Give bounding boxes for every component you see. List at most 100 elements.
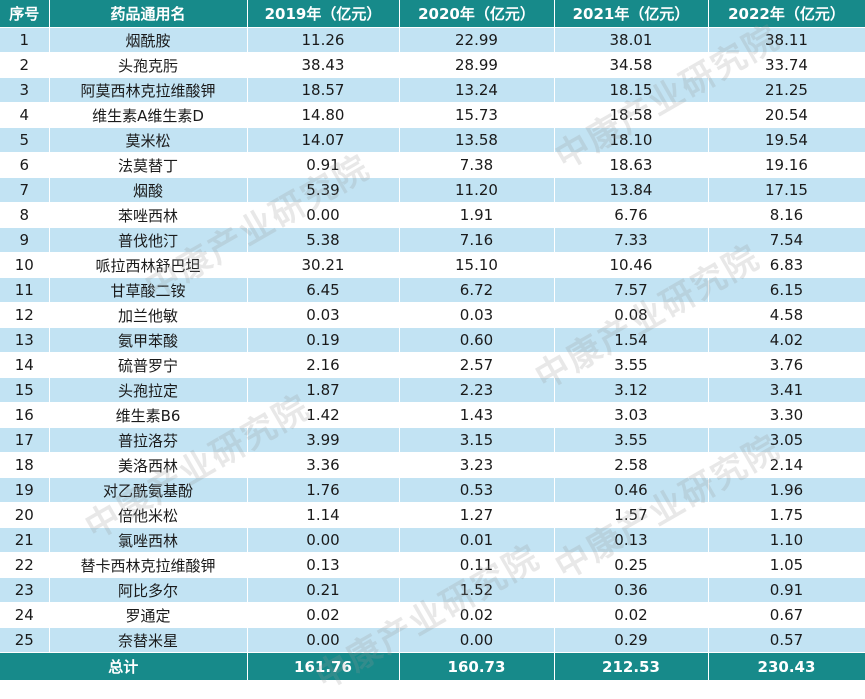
cell-2020: 1.43 — [399, 402, 555, 428]
cell-2022: 6.15 — [708, 277, 865, 303]
header-2021[interactable]: 2021年（亿元） — [554, 0, 709, 28]
cell-2021: 13.84 — [554, 177, 709, 203]
cell-index: 10 — [0, 252, 50, 278]
table-row[interactable]: 4 维生素A维生素D 14.80 15.73 18.58 20.54 — [0, 102, 865, 128]
cell-index: 3 — [0, 77, 50, 103]
header-2020[interactable]: 2020年（亿元） — [399, 0, 555, 28]
cell-2020: 28.99 — [399, 52, 555, 78]
cell-2020: 1.91 — [399, 202, 555, 228]
cell-2019: 1.87 — [247, 377, 400, 403]
cell-2019: 0.00 — [247, 202, 400, 228]
cell-2021: 3.12 — [554, 377, 709, 403]
table-body: 1 烟酰胺 11.26 22.99 38.01 38.11 2 头孢克肟 38.43 28.99 3… — [0, 27, 865, 653]
cell-2021: 7.33 — [554, 227, 709, 253]
total-2019: 161.76 — [247, 652, 400, 681]
cell-drug-name: 普伐他汀 — [49, 227, 248, 253]
cell-2022: 8.16 — [708, 202, 865, 228]
table-row[interactable]: 16 维生素B6 1.42 1.43 3.03 3.30 — [0, 402, 865, 428]
cell-index: 22 — [0, 552, 50, 578]
cell-2019: 38.43 — [247, 52, 400, 78]
table-row[interactable]: 20 倍他米松 1.14 1.27 1.57 1.75 — [0, 502, 865, 528]
cell-2020: 1.27 — [399, 502, 555, 528]
cell-2019: 11.26 — [247, 27, 400, 53]
cell-drug-name: 倍他米松 — [49, 502, 248, 528]
cell-2021: 34.58 — [554, 52, 709, 78]
cell-2019: 14.80 — [247, 102, 400, 128]
cell-2021: 18.58 — [554, 102, 709, 128]
cell-2021: 1.57 — [554, 502, 709, 528]
table-row[interactable]: 19 对乙酰氨基酚 1.76 0.53 0.46 1.96 — [0, 477, 865, 503]
cell-2020: 7.38 — [399, 152, 555, 178]
table-row[interactable]: 8 苯唑西林 0.00 1.91 6.76 8.16 — [0, 202, 865, 228]
cell-index: 13 — [0, 327, 50, 353]
cell-drug-name: 氨甲苯酸 — [49, 327, 248, 353]
cell-2020: 3.15 — [399, 427, 555, 453]
cell-2020: 1.52 — [399, 577, 555, 603]
cell-index: 12 — [0, 302, 50, 328]
cell-2020: 0.53 — [399, 477, 555, 503]
table-row[interactable]: 17 普拉洛芬 3.99 3.15 3.55 3.05 — [0, 427, 865, 453]
table-row[interactable]: 9 普伐他汀 5.38 7.16 7.33 7.54 — [0, 227, 865, 253]
drug-sales-table: 序号 药品通用名 2019年（亿元） 2020年（亿元） 2021年（亿元） 2… — [0, 0, 865, 681]
cell-2019: 0.91 — [247, 152, 400, 178]
header-2019[interactable]: 2019年（亿元） — [247, 0, 400, 28]
cell-2020: 2.23 — [399, 377, 555, 403]
cell-2019: 0.03 — [247, 302, 400, 328]
table-row[interactable]: 7 烟酸 5.39 11.20 13.84 17.15 — [0, 177, 865, 203]
cell-index: 19 — [0, 477, 50, 503]
table-row[interactable]: 2 头孢克肟 38.43 28.99 34.58 33.74 — [0, 52, 865, 78]
cell-2019: 0.00 — [247, 527, 400, 553]
table-row[interactable]: 23 阿比多尔 0.21 1.52 0.36 0.91 — [0, 577, 865, 603]
table-row[interactable]: 13 氨甲苯酸 0.19 0.60 1.54 4.02 — [0, 327, 865, 353]
table-row[interactable]: 5 莫米松 14.07 13.58 18.10 19.54 — [0, 127, 865, 153]
cell-drug-name: 烟酸 — [49, 177, 248, 203]
cell-index: 16 — [0, 402, 50, 428]
table-row[interactable]: 15 头孢拉定 1.87 2.23 3.12 3.41 — [0, 377, 865, 403]
cell-2021: 3.55 — [554, 427, 709, 453]
cell-drug-name: 莫米松 — [49, 127, 248, 153]
cell-2021: 1.54 — [554, 327, 709, 353]
cell-2019: 5.38 — [247, 227, 400, 253]
cell-index: 14 — [0, 352, 50, 378]
table-row[interactable]: 21 氯唑西林 0.00 0.01 0.13 1.10 — [0, 527, 865, 553]
table-row[interactable]: 22 替卡西林克拉维酸钾 0.13 0.11 0.25 1.05 — [0, 552, 865, 578]
cell-2022: 33.74 — [708, 52, 865, 78]
cell-index: 11 — [0, 277, 50, 303]
cell-index: 18 — [0, 452, 50, 478]
cell-drug-name: 甘草酸二铵 — [49, 277, 248, 303]
table-row[interactable]: 11 甘草酸二铵 6.45 6.72 7.57 6.15 — [0, 277, 865, 303]
cell-2022: 3.30 — [708, 402, 865, 428]
total-2022: 230.43 — [708, 652, 865, 681]
cell-drug-name: 法莫替丁 — [49, 152, 248, 178]
cell-2019: 18.57 — [247, 77, 400, 103]
cell-drug-name: 维生素A维生素D — [49, 102, 248, 128]
cell-2021: 0.13 — [554, 527, 709, 553]
header-drug-name[interactable]: 药品通用名 — [49, 0, 248, 28]
cell-2019: 3.99 — [247, 427, 400, 453]
cell-2019: 0.19 — [247, 327, 400, 353]
table-row[interactable]: 6 法莫替丁 0.91 7.38 18.63 19.16 — [0, 152, 865, 178]
cell-2020: 15.10 — [399, 252, 555, 278]
cell-index: 17 — [0, 427, 50, 453]
table-row[interactable]: 14 硫普罗宁 2.16 2.57 3.55 3.76 — [0, 352, 865, 378]
table-row[interactable]: 25 奈替米星 0.00 0.00 0.29 0.57 — [0, 627, 865, 653]
table-row[interactable]: 1 烟酰胺 11.26 22.99 38.01 38.11 — [0, 27, 865, 53]
cell-drug-name: 普拉洛芬 — [49, 427, 248, 453]
table-row[interactable]: 18 美洛西林 3.36 3.23 2.58 2.14 — [0, 452, 865, 478]
table-row[interactable]: 24 罗通定 0.02 0.02 0.02 0.67 — [0, 602, 865, 628]
cell-drug-name: 硫普罗宁 — [49, 352, 248, 378]
cell-2020: 2.57 — [399, 352, 555, 378]
cell-2021: 38.01 — [554, 27, 709, 53]
cell-2019: 30.21 — [247, 252, 400, 278]
header-index[interactable]: 序号 — [0, 0, 50, 28]
cell-drug-name: 烟酰胺 — [49, 27, 248, 53]
table-row[interactable]: 10 哌拉西林舒巴坦 30.21 15.10 10.46 6.83 — [0, 252, 865, 278]
table-row[interactable]: 3 阿莫西林克拉维酸钾 18.57 13.24 18.15 21.25 — [0, 77, 865, 103]
cell-drug-name: 美洛西林 — [49, 452, 248, 478]
table-row[interactable]: 12 加兰他敏 0.03 0.03 0.08 4.58 — [0, 302, 865, 328]
cell-index: 21 — [0, 527, 50, 553]
cell-2021: 18.15 — [554, 77, 709, 103]
header-2022[interactable]: 2022年（亿元） — [708, 0, 865, 28]
cell-2020: 0.02 — [399, 602, 555, 628]
